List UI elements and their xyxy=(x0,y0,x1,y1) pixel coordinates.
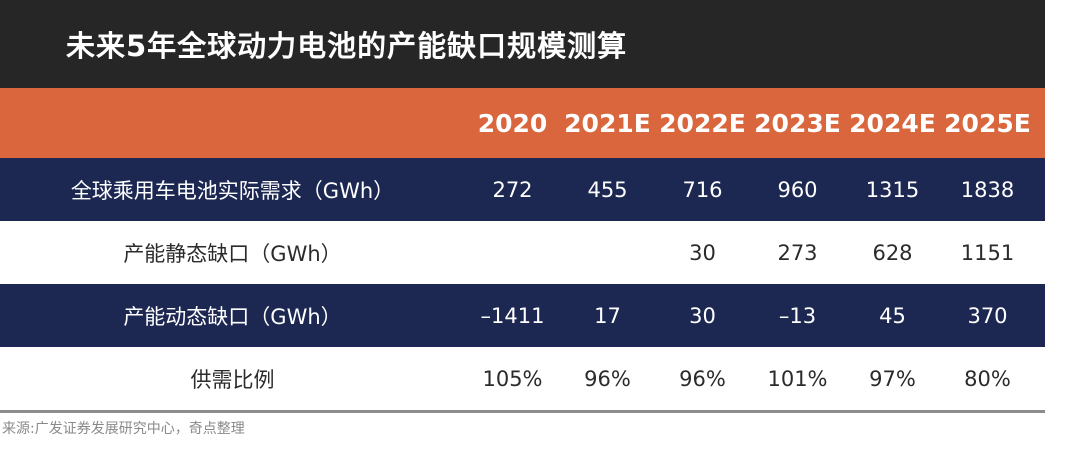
table-title: 未来5年全球动力电池的产能缺口规模测算 xyxy=(0,0,1045,88)
table-cell: 96% xyxy=(584,366,631,391)
table-cell: 455 xyxy=(587,177,628,202)
row-label: 全球乘用车电池实际需求（GWh） xyxy=(70,178,395,203)
table-cell: 960 xyxy=(777,177,818,202)
table-cell: 1151 xyxy=(960,240,1015,265)
header-row: 2020 2021E 2022E 2023E 2024E 2025E xyxy=(0,88,1045,158)
source-note: 来源:广发证券发展研究中心，奇点整理 xyxy=(2,421,245,437)
table-bottom-rule xyxy=(0,410,1045,413)
table-cell: 97% xyxy=(869,366,916,391)
table-row-dynamic-gap: 产能动态缺口（GWh） –1411 17 30 –13 45 370 xyxy=(0,284,1045,347)
table-cell: 1315 xyxy=(865,177,920,202)
table-cell: –13 xyxy=(778,303,817,328)
table-cell: 30 xyxy=(689,303,716,328)
column-header: 2025E xyxy=(944,108,1031,138)
row-label: 产能静态缺口（GWh） xyxy=(123,241,342,266)
table-cell: 101% xyxy=(767,366,828,391)
table-row-demand: 全球乘用车电池实际需求（GWh） 272 455 716 960 1315 18… xyxy=(0,158,1045,221)
table-cell: 370 xyxy=(967,303,1008,328)
table-title-text: 未来5年全球动力电池的产能缺口规模测算 xyxy=(66,29,628,63)
table-cell: –1411 xyxy=(480,303,545,328)
table-row-supply-demand-ratio: 供需比例 105% 96% 96% 101% 97% 80% xyxy=(0,347,1045,410)
table-cell: 45 xyxy=(879,303,906,328)
table-cell: 30 xyxy=(689,240,716,265)
column-header: 2023E xyxy=(754,108,841,138)
table-cell: 96% xyxy=(679,366,726,391)
table-cell: 17 xyxy=(594,303,621,328)
column-header: 2024E xyxy=(849,108,936,138)
table-cell: 628 xyxy=(872,240,913,265)
row-label: 产能动态缺口（GWh） xyxy=(123,304,342,329)
column-header: 2021E xyxy=(564,108,651,138)
table-row-static-gap: 产能静态缺口（GWh） 30 273 628 1151 xyxy=(0,221,1045,284)
row-label: 供需比例 xyxy=(190,367,275,392)
table-cell: 80% xyxy=(964,366,1011,391)
table-cell: 105% xyxy=(482,366,543,391)
column-header: 2020 xyxy=(477,108,548,138)
table-cell: 273 xyxy=(777,240,818,265)
table-cell: 1838 xyxy=(960,177,1015,202)
column-header: 2022E xyxy=(659,108,746,138)
table-cell: 716 xyxy=(682,177,723,202)
capacity-gap-table: 未来5年全球动力电池的产能缺口规模测算 2020 2021E 2022E 202… xyxy=(0,0,1045,413)
table-cell: 272 xyxy=(492,177,533,202)
